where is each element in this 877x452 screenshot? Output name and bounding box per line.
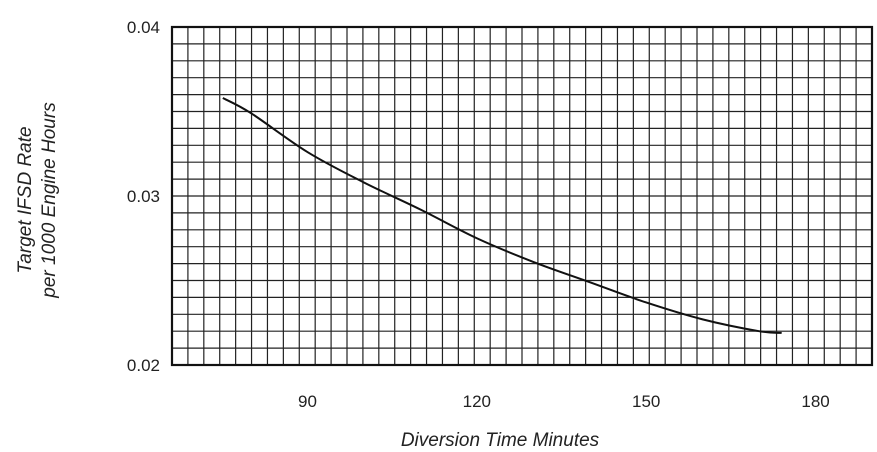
y-tick-labels: 0.02 0.03 0.04 <box>127 18 160 375</box>
y-tick-label: 0.04 <box>127 18 160 37</box>
data-point <box>306 151 308 153</box>
data-point <box>758 330 760 332</box>
data-point <box>532 261 534 263</box>
y-tick-label: 0.03 <box>127 187 160 206</box>
data-point <box>250 112 252 114</box>
y-axis-title-line1: Target IFSD Rate <box>15 126 36 273</box>
y-tick-label: 0.02 <box>127 356 160 375</box>
data-point <box>589 281 591 283</box>
grid-lines <box>172 27 872 365</box>
data-point <box>363 181 365 183</box>
x-tick-label: 120 <box>463 392 491 411</box>
data-point <box>645 301 647 303</box>
plot-frame <box>170 25 874 367</box>
data-point <box>476 237 478 239</box>
x-tick-label: 90 <box>298 392 317 411</box>
x-tick-labels: 90 120 150 180 <box>298 392 830 411</box>
x-tick-label: 180 <box>801 392 829 411</box>
data-points <box>222 97 783 334</box>
x-axis-title: Diversion Time Minutes <box>401 430 600 451</box>
data-point <box>419 209 421 211</box>
data-point <box>781 332 783 334</box>
x-tick-label: 150 <box>632 392 660 411</box>
series-line <box>222 97 782 334</box>
y-axis-title: Target IFSD Rate per 1000 Engine Hours <box>15 102 60 299</box>
y-axis-title-line2: per 1000 Engine Hours <box>39 102 60 299</box>
data-point <box>222 97 224 99</box>
data-point <box>702 318 704 320</box>
